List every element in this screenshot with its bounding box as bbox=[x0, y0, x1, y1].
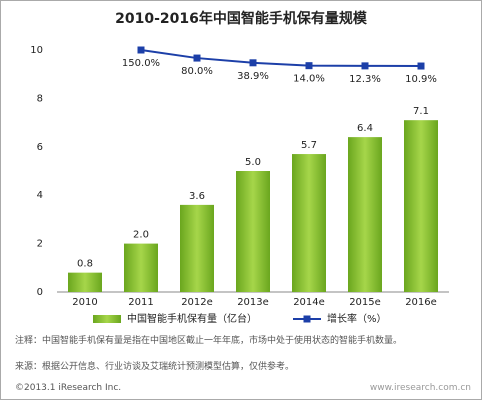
legend-label: 增长率（%） bbox=[327, 312, 387, 325]
growth-marker bbox=[193, 54, 201, 62]
y-tick-label: 8 bbox=[37, 93, 43, 104]
growth-label: 14.0% bbox=[293, 74, 325, 85]
y-tick-label: 10 bbox=[30, 45, 43, 56]
website: www.iresearch.com.cn bbox=[369, 383, 471, 393]
bar bbox=[348, 137, 382, 292]
growth-label: 10.9% bbox=[405, 74, 437, 85]
bar-label: 6.4 bbox=[357, 123, 373, 134]
bar bbox=[180, 204, 214, 292]
chart-title: 2010-2016年中国智能手机保有量规模 bbox=[115, 10, 368, 27]
bar bbox=[292, 154, 326, 292]
bar-label: 3.6 bbox=[189, 191, 205, 202]
bar-label: 5.7 bbox=[301, 140, 317, 151]
y-tick-label: 6 bbox=[37, 142, 43, 153]
x-tick-label: 2010 bbox=[72, 297, 97, 308]
x-tick-label: 2015e bbox=[349, 297, 381, 308]
bar-label: 2.0 bbox=[133, 230, 149, 241]
y-tick-label: 4 bbox=[37, 190, 43, 201]
y-tick-label: 0 bbox=[37, 287, 43, 298]
bar-label: 5.0 bbox=[245, 157, 261, 168]
legend-swatch bbox=[93, 315, 121, 323]
y-tick-label: 2 bbox=[37, 239, 43, 250]
x-tick-label: 2012e bbox=[181, 297, 213, 308]
bar bbox=[124, 243, 158, 292]
growth-line bbox=[140, 49, 422, 68]
growth-label: 38.9% bbox=[237, 71, 269, 82]
x-tick-label: 2016e bbox=[405, 297, 437, 308]
source: 来源：根据公开信息、行业访谈及艾瑞统计预测模型估算，仅供参考。 bbox=[15, 362, 295, 372]
legend-marker bbox=[303, 315, 311, 323]
growth-label: 80.0% bbox=[181, 66, 213, 77]
bar-label: 0.8 bbox=[77, 259, 93, 270]
growth-marker bbox=[137, 46, 145, 54]
growth-marker bbox=[249, 59, 257, 67]
x-tick-label: 2013e bbox=[237, 297, 269, 308]
growth-label: 12.3% bbox=[349, 74, 381, 85]
x-tick-label: 2011 bbox=[128, 297, 153, 308]
growth-label: 150.0% bbox=[122, 58, 160, 69]
growth-marker bbox=[417, 62, 425, 70]
growth-marker bbox=[361, 62, 369, 70]
bar bbox=[236, 171, 270, 292]
copyright: ©2013.1 iResearch Inc. bbox=[15, 383, 122, 393]
bar bbox=[404, 120, 438, 293]
bar bbox=[68, 272, 102, 292]
x-tick-label: 2014e bbox=[293, 297, 325, 308]
growth-marker bbox=[305, 62, 313, 70]
legend-label: 中国智能手机保有量（亿台） bbox=[127, 312, 257, 325]
bar-label: 7.1 bbox=[413, 106, 429, 117]
note: 注释：中国智能手机保有量是指在中国地区截止一年年底，市场中处于使用状态的智能手机… bbox=[15, 336, 403, 346]
